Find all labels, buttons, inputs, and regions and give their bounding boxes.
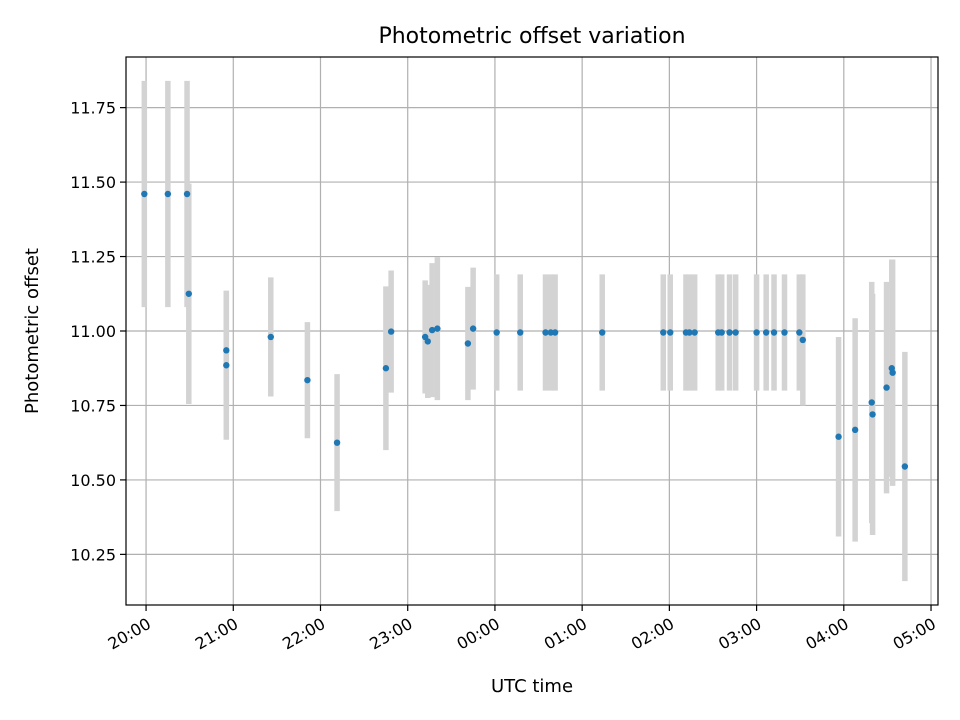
data-point bbox=[796, 329, 803, 336]
y-tick-label: 11.25 bbox=[70, 248, 116, 267]
y-tick-label: 10.25 bbox=[70, 545, 116, 564]
grid bbox=[126, 57, 938, 605]
data-point bbox=[267, 333, 274, 341]
data-point bbox=[753, 329, 760, 336]
data-point bbox=[428, 326, 436, 334]
data-point bbox=[387, 328, 395, 335]
data-point bbox=[660, 329, 667, 336]
x-axis-label: UTC time bbox=[491, 676, 573, 697]
x-tick-label: 02:00 bbox=[628, 614, 677, 654]
data-point bbox=[732, 329, 739, 336]
data-point bbox=[542, 329, 549, 336]
data-point bbox=[770, 329, 778, 336]
data-point bbox=[883, 384, 890, 391]
data-point bbox=[469, 325, 477, 332]
data-point bbox=[851, 426, 859, 434]
data-point bbox=[304, 376, 311, 384]
chart-title: Photometric offset variation bbox=[378, 24, 685, 49]
x-tick-label: 01:00 bbox=[541, 614, 590, 654]
data-point bbox=[686, 329, 693, 336]
data-point bbox=[223, 347, 230, 354]
y-tick-label: 11.00 bbox=[70, 322, 116, 341]
data-point bbox=[718, 329, 725, 336]
data-point bbox=[382, 365, 390, 372]
data-points bbox=[141, 190, 909, 470]
data-point bbox=[781, 329, 788, 336]
x-tick-label: 03:00 bbox=[715, 614, 764, 654]
data-point bbox=[599, 329, 606, 336]
data-point bbox=[869, 411, 876, 418]
y-axis-label: Photometric offset bbox=[22, 248, 43, 414]
data-point bbox=[691, 329, 698, 336]
data-point bbox=[183, 190, 191, 198]
y-tick-label: 11.75 bbox=[70, 99, 116, 118]
data-point bbox=[799, 336, 807, 344]
x-tick-label: 23:00 bbox=[366, 614, 415, 654]
data-point bbox=[726, 329, 733, 336]
data-point bbox=[551, 329, 559, 336]
y-tick-label: 11.50 bbox=[70, 173, 116, 192]
data-point bbox=[464, 340, 472, 347]
data-point bbox=[185, 290, 192, 297]
y-axis: 10.25 10.50 10.75 11.00 11.25 11.50 11.75 bbox=[70, 99, 126, 564]
data-point bbox=[889, 369, 896, 376]
data-point bbox=[223, 362, 230, 369]
data-point bbox=[667, 329, 674, 336]
data-point bbox=[517, 329, 524, 336]
data-point bbox=[164, 190, 172, 198]
y-tick-label: 10.50 bbox=[70, 471, 116, 490]
data-point bbox=[141, 190, 148, 198]
x-tick-label: 20:00 bbox=[105, 614, 154, 654]
data-point bbox=[493, 329, 500, 336]
y-tick-label: 10.75 bbox=[70, 396, 116, 415]
data-point bbox=[762, 329, 770, 336]
data-point bbox=[835, 433, 842, 440]
data-point bbox=[901, 463, 909, 470]
data-point bbox=[424, 338, 431, 345]
data-point bbox=[434, 325, 441, 332]
x-tick-label: 21:00 bbox=[192, 614, 241, 654]
x-axis: 20:00 21:00 22:00 23:00 00:00 01:00 02:00 03:00… bbox=[105, 605, 939, 654]
x-tick-label: 00:00 bbox=[454, 614, 503, 654]
data-point bbox=[868, 399, 875, 406]
x-tick-label: 04:00 bbox=[802, 614, 851, 654]
data-point bbox=[333, 439, 341, 446]
x-tick-label: 05:00 bbox=[890, 614, 939, 654]
x-tick-label: 22:00 bbox=[279, 614, 328, 654]
